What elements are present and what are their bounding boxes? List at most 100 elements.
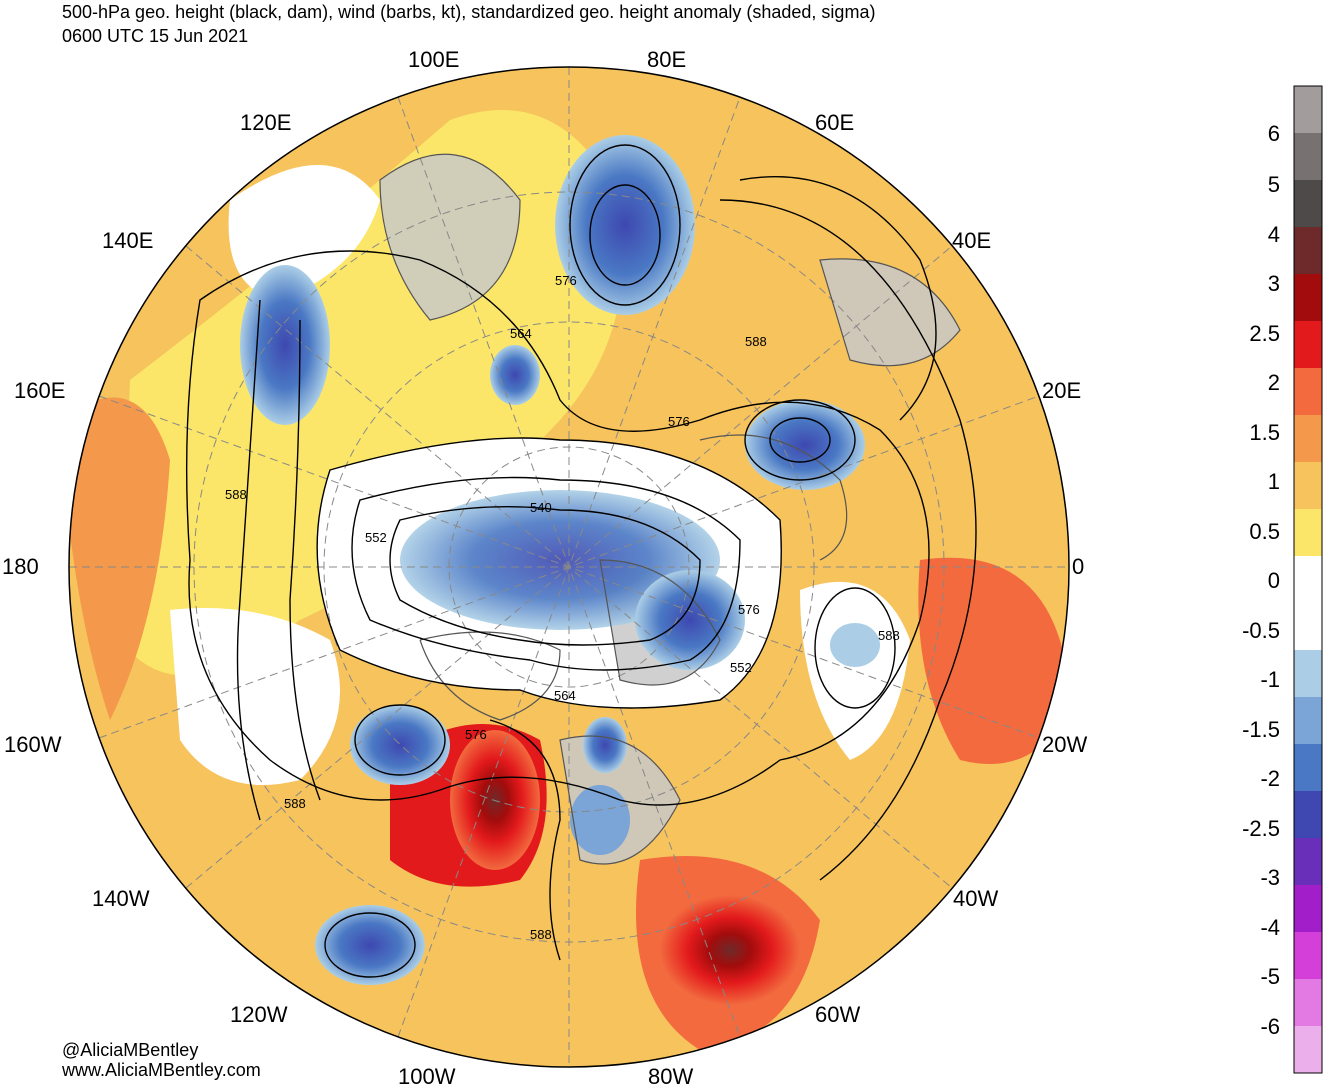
- colorbar-label: 4: [1268, 222, 1280, 247]
- anomaly-cold-labrador: [583, 717, 627, 773]
- lon-label-160e: 160E: [14, 378, 65, 403]
- contour-label: 576: [555, 273, 577, 288]
- colorbar-swatch: [1294, 603, 1322, 651]
- contour-labels: 576 564 588 576 588 552 540 576 588 552 …: [225, 273, 900, 942]
- colorbar-swatch: [1294, 133, 1322, 181]
- lon-label-160w: 160W: [4, 732, 62, 757]
- colorbar-label: -6: [1260, 1014, 1280, 1039]
- anomaly-warm-east: [918, 557, 1069, 764]
- contour-label: 552: [730, 660, 752, 675]
- lon-label-40w: 40W: [953, 886, 998, 911]
- lon-label-100w: 100W: [398, 1064, 456, 1086]
- lon-label-60w: 60W: [815, 1002, 860, 1027]
- colorbar-swatch: [1294, 932, 1322, 980]
- contour-label: 576: [668, 414, 690, 429]
- contour-label: 588: [878, 628, 900, 643]
- anomaly-cold-small: [490, 345, 540, 405]
- anomaly-cold-atlantic-weak: [830, 623, 880, 667]
- height-contours: [185, 144, 977, 978]
- colorbar-label: -5: [1260, 964, 1280, 989]
- colorbar-labels: 6 5 4 3 2.5 2 1.5 1 0.5 0 -0.5 -1 -1.5 -…: [1242, 121, 1280, 1039]
- contour-label: 588: [745, 334, 767, 349]
- contour-label: 540: [530, 500, 552, 515]
- lon-label-120e: 120E: [240, 110, 291, 135]
- anomaly-cold-pacific: [315, 905, 425, 985]
- lon-label-100e: 100E: [408, 47, 459, 72]
- colorbar-swatches: [1294, 86, 1322, 1074]
- anomaly-neutral-northwest: [228, 165, 380, 300]
- anomaly-heat-dome-core: [450, 730, 540, 870]
- colorbar-swatch: [1294, 979, 1322, 1027]
- lon-label-140w: 140W: [92, 886, 150, 911]
- anomaly-cold-hudson: [570, 785, 630, 855]
- colorbar-swatch: [1294, 744, 1322, 792]
- colorbar-swatch: [1294, 321, 1322, 369]
- colorbar-label: -3: [1260, 865, 1280, 890]
- colorbar-swatch: [1294, 86, 1322, 134]
- colorbar-swatch: [1294, 650, 1322, 698]
- colorbar-label: -4: [1260, 915, 1280, 940]
- colorbar-label: 1: [1268, 469, 1280, 494]
- colorbar-label: -0.5: [1242, 618, 1280, 643]
- credit-handle: @AliciaMBentley: [62, 1040, 199, 1060]
- anomaly-neutral-atlantic: [800, 581, 910, 760]
- anomaly-warm-west: [69, 397, 170, 720]
- colorbar-label: 6: [1268, 121, 1280, 146]
- colorbar-swatch: [1294, 415, 1322, 463]
- colorbar-label: -1.5: [1242, 717, 1280, 742]
- anomaly-max-atlantic: [660, 895, 800, 1005]
- colorbar-swatch: [1294, 180, 1322, 228]
- contour-label: 564: [554, 688, 576, 703]
- map-boundary: [68, 66, 1070, 1068]
- lon-label-60e: 60E: [815, 110, 854, 135]
- anomaly-neutral-pacific: [170, 608, 340, 785]
- colorbar-swatch: [1294, 556, 1322, 604]
- colorbar-label: -2: [1260, 766, 1280, 791]
- anomaly-cold-siberia: [555, 135, 695, 315]
- colorbar-swatch: [1294, 368, 1322, 416]
- longitude-labels: 100E 80E 120E 60E 140E 40E 160E 20E 180 …: [2, 47, 1087, 1086]
- colorbar-swatch: [1294, 1026, 1322, 1074]
- colorbar-swatch: [1294, 791, 1322, 839]
- contour-label: 576: [738, 602, 760, 617]
- colorbar-swatch: [1294, 274, 1322, 322]
- contour-label: 588: [284, 796, 306, 811]
- contour-label: 564: [510, 326, 532, 341]
- colorbar-label: 5: [1268, 172, 1280, 197]
- anomaly-cold-europe: [745, 400, 865, 490]
- colorbar-frame: [1293, 85, 1323, 1074]
- figure-title: 500-hPa geo. height (black, dam), wind (…: [62, 2, 876, 22]
- coastlines: [379, 153, 961, 865]
- colorbar-label: 1.5: [1249, 420, 1280, 445]
- colorbar-label: 2: [1268, 370, 1280, 395]
- lon-label-20w: 20W: [1042, 732, 1087, 757]
- contour-label: 588: [225, 487, 247, 502]
- colorbar-swatch: [1294, 227, 1322, 275]
- contour-label: 552: [365, 530, 387, 545]
- lon-label-0: 0: [1072, 554, 1084, 579]
- colorbar-swatch: [1294, 885, 1322, 933]
- land-siberia: [380, 154, 520, 320]
- lon-label-80e: 80E: [647, 47, 686, 72]
- colorbar-swatch: [1294, 462, 1322, 510]
- anomaly-cold-gulf-alaska: [350, 705, 450, 785]
- anomaly-cold-baffin: [635, 570, 745, 670]
- colorbar-label: 0: [1268, 568, 1280, 593]
- lon-label-180: 180: [2, 554, 39, 579]
- contour-label: 588: [530, 927, 552, 942]
- lon-label-40e: 40E: [952, 228, 991, 253]
- colorbar: 6 5 4 3 2.5 2 1.5 1 0.5 0 -0.5 -1 -1.5 -…: [1242, 85, 1323, 1074]
- anomaly-cold-east-asia: [240, 265, 330, 425]
- credit-website: www.AliciaMBentley.com: [62, 1060, 261, 1080]
- colorbar-swatch: [1294, 509, 1322, 557]
- colorbar-label: 3: [1268, 271, 1280, 296]
- colorbar-label: -2.5: [1242, 816, 1280, 841]
- colorbar-label: 2.5: [1249, 321, 1280, 346]
- lon-label-80w: 80W: [648, 1064, 693, 1086]
- lon-label-140e: 140E: [102, 228, 153, 253]
- colorbar-swatch: [1294, 697, 1322, 745]
- anomaly-shading: [69, 67, 1069, 1067]
- graticule: [69, 67, 1069, 1067]
